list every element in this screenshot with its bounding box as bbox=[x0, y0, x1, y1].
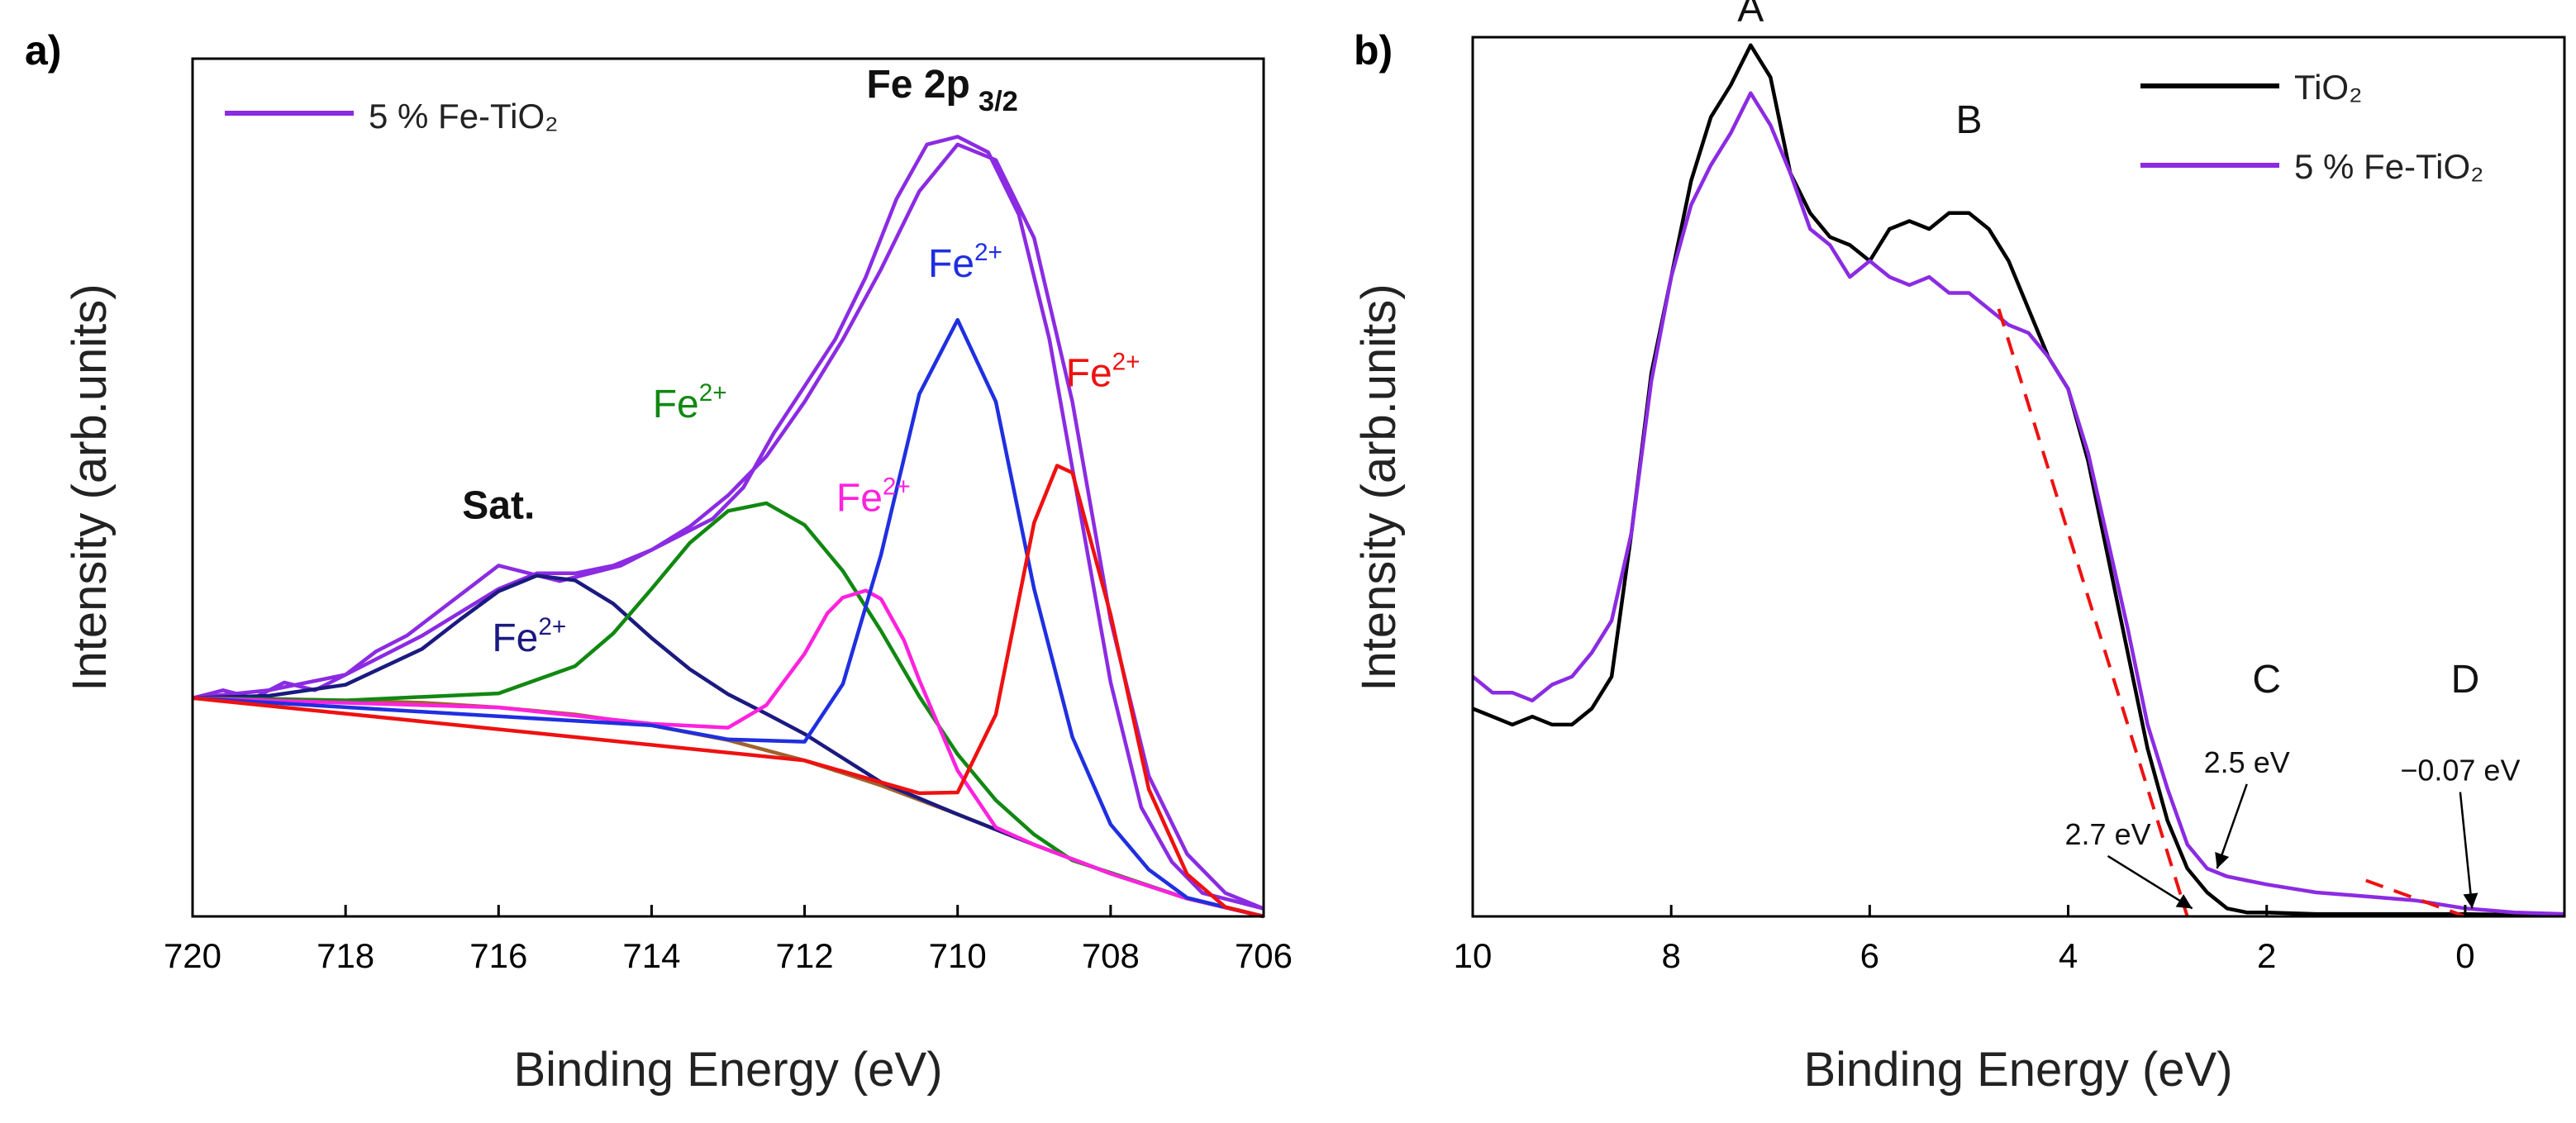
annotation-fe-2: Fe2+ bbox=[928, 239, 1002, 286]
annotation-fe-2p: Fe 2p 3/2 bbox=[866, 63, 1017, 117]
x-tick-label: 4 bbox=[2059, 936, 2078, 975]
x-tick-label: 10 bbox=[1454, 936, 1493, 975]
annotation-superscript: 2+ bbox=[883, 473, 911, 500]
annotation-2-5-ev: 2.5 eV bbox=[2204, 745, 2290, 779]
panel-a-plot-frame bbox=[191, 57, 1265, 918]
series-line-fe-711-2-ev bbox=[192, 588, 1264, 919]
annotation-superscript: 2+ bbox=[1112, 348, 1140, 375]
annotation-a: A bbox=[1737, 0, 1764, 31]
series-line-5-fe-tio bbox=[192, 135, 1264, 911]
annotation-0-07-ev: −0.07 eV bbox=[2400, 754, 2520, 788]
annotation-fe-2: Fe2+ bbox=[836, 473, 911, 520]
annotation-b: B bbox=[1955, 98, 1982, 142]
x-tick-label: 8 bbox=[1662, 936, 1681, 975]
panel-a-y-axis-title: Intensity (arb.units) bbox=[63, 283, 117, 691]
annotation-c: C bbox=[2252, 658, 2281, 702]
fit-line-0 bbox=[1997, 308, 2189, 917]
series-line-sat-fe bbox=[192, 573, 1264, 919]
annotation-2-7-ev: 2.7 eV bbox=[2065, 817, 2151, 851]
panel-b-legend: TiO₂ 5 % Fe-TiO₂ bbox=[2140, 68, 2483, 186]
x-tick-label: 706 bbox=[1235, 936, 1293, 975]
x-tick-label: 6 bbox=[1860, 936, 1879, 975]
x-tick-label: 712 bbox=[776, 936, 834, 975]
panel-label-b: b) bbox=[1354, 27, 1393, 74]
panel-a-x-axis-title: Binding Energy (eV) bbox=[513, 1043, 942, 1097]
panel-b-x-axis-title: Binding Energy (eV) bbox=[1803, 1043, 2232, 1097]
x-tick-label: 714 bbox=[622, 936, 680, 975]
x-tick-label: 716 bbox=[469, 936, 527, 975]
annotation-superscript: 2+ bbox=[699, 379, 727, 407]
annotation-fe-2: Fe2+ bbox=[492, 613, 566, 660]
panel-label-a: a) bbox=[25, 27, 61, 74]
series-line-fe-708-7-ev bbox=[192, 464, 1264, 919]
panel-b-legend-label-fe-tio2: 5 % Fe-TiO₂ bbox=[2294, 147, 2483, 186]
panel-a-x-ticks: 720 718 716 714 712 710 708 706 bbox=[164, 905, 1293, 975]
panel-b-annotations: A B C D 2.5 eV 2.7 eV −0.07 eV bbox=[1737, 0, 2520, 910]
panel-a-series bbox=[192, 135, 1264, 919]
fit-line-1 bbox=[2365, 878, 2466, 918]
panel-b-legend-label-tio2: TiO₂ bbox=[2294, 68, 2362, 107]
annotation-superscript: 2+ bbox=[974, 239, 1002, 266]
annotation-arrow-line bbox=[2216, 783, 2248, 869]
annotation-arrow-line bbox=[2459, 792, 2474, 909]
panel-b-y-axis-title: Intensity (arb.units) bbox=[1352, 283, 1406, 691]
panel-b-x-ticks: 10 8 6 4 2 0 bbox=[1454, 905, 2475, 975]
x-tick-label: 708 bbox=[1082, 936, 1140, 975]
x-tick-label: 718 bbox=[317, 936, 374, 975]
panel-b-series bbox=[1471, 43, 2565, 918]
annotation-sat: Sat. bbox=[462, 484, 535, 528]
annotation-superscript: 2+ bbox=[538, 613, 566, 640]
x-tick-label: 0 bbox=[2455, 936, 2474, 975]
annotation-arrow-line bbox=[2107, 854, 2193, 910]
annotation-fe-2: Fe2+ bbox=[1066, 348, 1140, 395]
panel-a-legend-label: 5 % Fe-TiO₂ bbox=[369, 97, 558, 136]
annotation-d: D bbox=[2451, 658, 2480, 702]
annotation-arrow-head bbox=[2175, 894, 2193, 909]
series-line-tio bbox=[1472, 43, 2564, 917]
x-tick-label: 2 bbox=[2257, 936, 2276, 975]
annotation-arrow-head bbox=[2463, 892, 2478, 909]
panel-a-legend: 5 % Fe-TiO₂ bbox=[225, 97, 558, 136]
panel-b: b) A B C D 2.5 eV 2.7 eV −0.07 eV 10 8 6 4 2 0 TiO₂… bbox=[1352, 0, 2566, 1097]
panel-b-plot-frame bbox=[1471, 36, 2566, 918]
annotation-subscript: 3/2 bbox=[978, 86, 1018, 117]
x-tick-label: 710 bbox=[929, 936, 987, 975]
annotation-arrow-head bbox=[2215, 851, 2230, 868]
x-tick-label: 720 bbox=[164, 936, 221, 975]
series-line-fe-712-5-ev bbox=[192, 501, 1264, 919]
series-line-5-fe-tio bbox=[1471, 91, 2565, 916]
annotation-fe-2: Fe2+ bbox=[653, 379, 727, 426]
series-line-fe-710-0-ev bbox=[192, 317, 1264, 919]
series-line-envelope-fit bbox=[192, 142, 1264, 911]
panel-a-annotations: Fe 2p 3/2 Sat. Fe2+ Fe2+ Fe2+ Fe2+ Fe2+ bbox=[462, 63, 1140, 660]
